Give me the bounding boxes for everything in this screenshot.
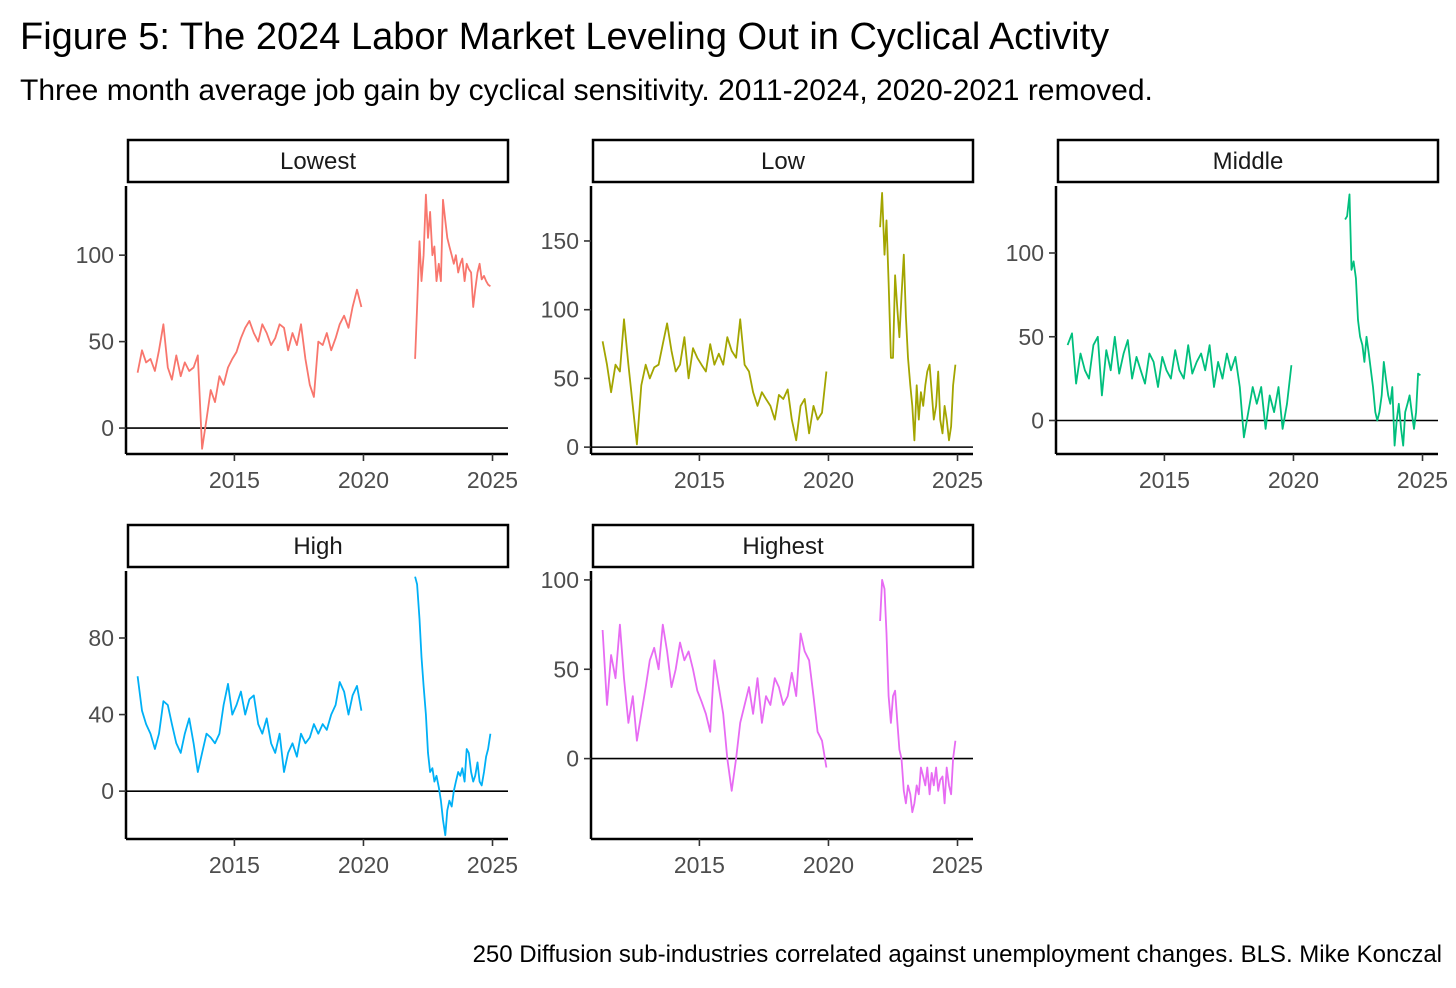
series-line-lowest-2 <box>414 193 491 359</box>
y-tick-label: 40 <box>88 702 114 728</box>
facet-strip <box>591 138 975 184</box>
facet-strip-label: High <box>293 533 342 560</box>
series-line-high-2 <box>414 576 492 837</box>
facet-panel-high: High 0 40 80 2015 2020 2025 <box>88 523 518 878</box>
y-tick-label: 0 <box>101 778 114 804</box>
x-tick-label: 2025 <box>467 852 518 878</box>
y-tick-label: 150 <box>541 228 579 254</box>
x-tick-label: 2020 <box>338 852 389 878</box>
y-tick-label: 0 <box>566 434 579 460</box>
y-tick-label: 0 <box>101 415 114 441</box>
y-tick-label: 50 <box>1018 324 1044 350</box>
facet-strip <box>1056 138 1440 184</box>
y-tick-label: 80 <box>88 625 114 651</box>
x-tick-label: 2025 <box>932 852 983 878</box>
x-tick-label: 2015 <box>209 852 260 878</box>
facet-strip-label: Middle <box>1213 148 1284 175</box>
y-tick-label: 50 <box>553 656 579 682</box>
facet-panel-middle: Middle 0 50 100 2015 2020 2025 <box>1006 138 1448 493</box>
facet-strip <box>591 523 975 569</box>
y-tick-label: 100 <box>541 567 579 593</box>
x-tick-label: 2015 <box>674 852 725 878</box>
series-line-middle-2 <box>1344 193 1421 447</box>
x-tick-label: 2020 <box>1268 467 1319 493</box>
x-tick-label: 2020 <box>803 467 854 493</box>
series-line-highest-2 <box>879 579 957 814</box>
series-line-middle-1 <box>1066 332 1293 439</box>
x-tick-label: 2020 <box>803 852 854 878</box>
series-line-high-1 <box>136 676 363 773</box>
facet-strip-label: Low <box>761 148 806 175</box>
figure-title: Figure 5: The 2024 Labor Market Leveling… <box>20 16 1110 58</box>
x-tick-label: 2025 <box>467 467 518 493</box>
x-tick-label: 2015 <box>1139 467 1190 493</box>
facet-panel-highest: Highest 0 50 100 2015 2020 2025 <box>541 523 983 878</box>
series-line-low-1 <box>601 318 828 446</box>
figure-subtitle: Three month average job gain by cyclical… <box>20 74 1153 107</box>
series-line-lowest-1 <box>136 288 363 450</box>
x-tick-label: 2020 <box>338 467 389 493</box>
series-line-low-2 <box>879 191 957 442</box>
series-line-highest-1 <box>601 623 828 792</box>
facet-strip-label: Highest <box>742 533 824 560</box>
x-tick-label: 2015 <box>209 467 260 493</box>
facet-panel-low: Low 0 50 100 150 2015 2020 2025 <box>541 138 983 493</box>
x-tick-label: 2015 <box>674 467 725 493</box>
figure-caption: 250 Diffusion sub-industries correlated … <box>472 941 1442 968</box>
y-tick-label: 50 <box>553 365 579 391</box>
facet-strip-label: Lowest <box>280 148 356 175</box>
y-tick-label: 0 <box>1031 408 1044 434</box>
facet-strip <box>126 523 510 569</box>
x-tick-label: 2025 <box>1397 467 1448 493</box>
y-tick-label: 100 <box>541 297 579 323</box>
x-tick-label: 2025 <box>932 467 983 493</box>
facet-panel-lowest: Lowest 0 50 100 2015 2020 2025 <box>76 138 518 493</box>
y-tick-label: 50 <box>88 329 114 355</box>
facet-strip <box>126 138 510 184</box>
y-tick-label: 100 <box>76 242 114 268</box>
y-tick-label: 0 <box>566 746 579 772</box>
y-tick-label: 100 <box>1006 240 1044 266</box>
